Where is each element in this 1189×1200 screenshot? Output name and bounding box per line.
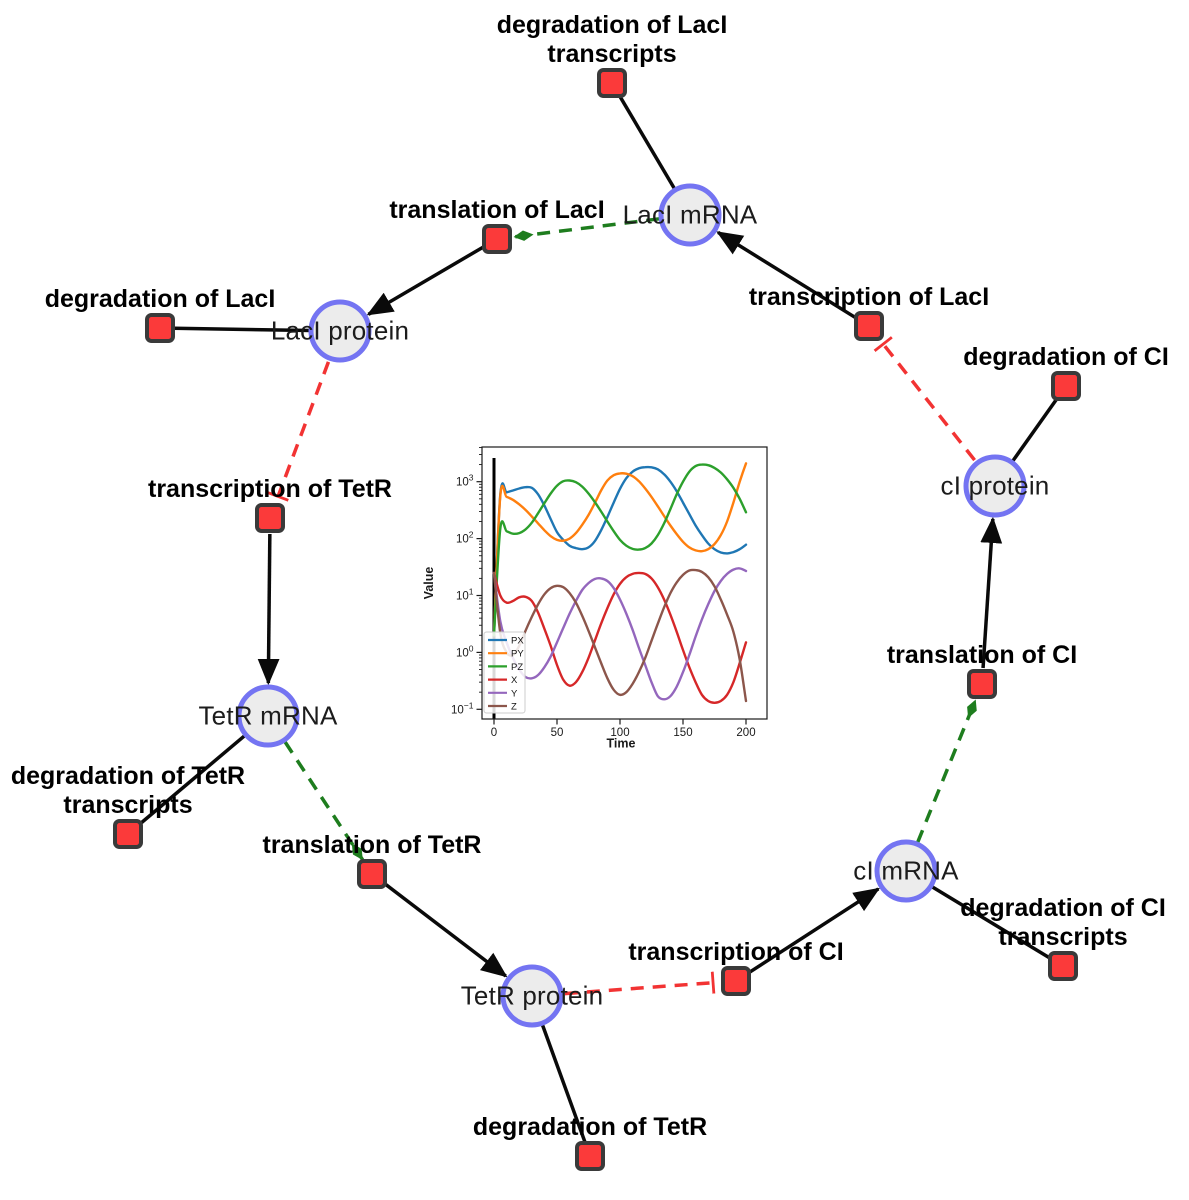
transcription-tetR-label: transcription of TetR bbox=[148, 475, 392, 503]
legend-label-PY: PY bbox=[511, 649, 524, 660]
edge-consumption-tetR-mRNA-to-degradation-tetR-transcripts bbox=[137, 733, 247, 827]
reaction-node-translation-cI[interactable] bbox=[967, 669, 997, 699]
y-tick-label: 103 bbox=[456, 473, 474, 489]
reaction-node-transcription-cI[interactable] bbox=[721, 966, 751, 996]
series-Z-line bbox=[492, 568, 748, 703]
degradation-lacI-transcripts-label: degradation of LacI transcripts bbox=[496, 11, 728, 68]
transcription-lacI-label: transcription of LacI bbox=[748, 283, 990, 311]
degradation-cI-transcripts-label: degradation of CI transcripts bbox=[960, 894, 1166, 951]
reaction-node-translation-lacI[interactable] bbox=[482, 224, 512, 254]
legend-label-PZ: PZ bbox=[511, 662, 523, 673]
x-tick-label: 150 bbox=[673, 727, 692, 739]
tetR-protein-label: TetR protein bbox=[460, 980, 604, 1011]
edge-inhibition-tetR-protein-to-transcription-cI bbox=[564, 971, 716, 996]
axes-spines bbox=[481, 446, 768, 720]
edge-modifier-lacI-mRNA-to-translation-lacI bbox=[513, 217, 660, 241]
x-tick-label: 200 bbox=[736, 727, 755, 739]
edge-consumption-cI-protein-to-degradation-cI bbox=[1010, 396, 1060, 464]
edge-consumption-lacI-protein-to-degradation-lacI bbox=[173, 326, 312, 333]
species-node-tetR-protein[interactable] bbox=[500, 964, 564, 1028]
reaction-node-transcription-tetR[interactable] bbox=[255, 503, 285, 533]
reaction-node-degradation-tetR[interactable] bbox=[575, 1141, 605, 1171]
tetR-mRNA-label: TetR mRNA bbox=[198, 700, 338, 731]
edge-modifier-tetR-mRNA-to-translation-tetR bbox=[283, 740, 365, 861]
translation-lacI-label: translation of LacI bbox=[389, 196, 605, 224]
species-node-lacI-protein[interactable] bbox=[308, 299, 372, 363]
y-axis-label: Value bbox=[422, 567, 436, 600]
y-tick-label: 102 bbox=[456, 530, 474, 546]
series-Y-line bbox=[492, 567, 748, 701]
reaction-node-degradation-lacI[interactable] bbox=[145, 313, 175, 343]
lacI-mRNA-label: LacI mRNA bbox=[622, 199, 758, 230]
series-PZ-line bbox=[492, 463, 748, 637]
edge-production-translation-cI-to-cI-protein bbox=[980, 516, 1003, 669]
edge-production-transcription-tetR-to-tetR-mRNA bbox=[257, 533, 280, 686]
y-tick-label: 101 bbox=[456, 587, 474, 603]
legend-label-Y: Y bbox=[511, 688, 518, 699]
translation-cI-label: translation of CI bbox=[886, 641, 1078, 669]
species-node-cI-protein[interactable] bbox=[963, 454, 1027, 518]
degradation-tetR-label: degradation of TetR bbox=[472, 1113, 708, 1141]
legend-label-X: X bbox=[511, 675, 518, 686]
edge-consumption-cI-mRNA-to-degradation-cI-transcripts bbox=[929, 884, 1052, 961]
x-axis: 0 50 100 150 200 bbox=[491, 719, 756, 739]
legend: PX PY PZ XYZ bbox=[483, 631, 526, 714]
legend-label-PX: PX bbox=[511, 636, 524, 647]
translation-tetR-label: translation of TetR bbox=[262, 831, 482, 859]
edge-inhibition-lacI-protein-to-transcription-tetR bbox=[267, 361, 331, 502]
species-node-lacI-mRNA[interactable] bbox=[658, 183, 722, 247]
reaction-node-degradation-cI[interactable] bbox=[1051, 371, 1081, 401]
x-tick-label: 100 bbox=[610, 727, 629, 739]
degradation-tetR-transcripts-label: degradation of TetR transcripts bbox=[10, 762, 246, 819]
degradation-lacI-label: degradation of LacI bbox=[44, 285, 276, 313]
species-node-cI-mRNA[interactable] bbox=[874, 839, 938, 903]
edge-inhibition-cI-protein-to-transcription-lacI bbox=[873, 336, 976, 462]
x-tick-label: 50 bbox=[551, 727, 564, 739]
edge-production-translation-tetR-to-tetR-protein bbox=[383, 882, 508, 978]
reaction-node-degradation-tetR-transcripts[interactable] bbox=[113, 819, 143, 849]
edge-production-transcription-cI-to-cI-mRNA bbox=[748, 887, 881, 974]
edge-modifier-cI-mRNA-to-translation-cI bbox=[916, 699, 978, 843]
degradation-cI-label: degradation of CI bbox=[963, 343, 1169, 371]
species-node-tetR-mRNA[interactable] bbox=[236, 684, 300, 748]
reaction-node-translation-tetR[interactable] bbox=[357, 859, 387, 889]
y-tick-label: 10−1 bbox=[451, 700, 474, 716]
lacI-protein-label: LacI protein bbox=[270, 315, 410, 346]
x-axis-label: Time bbox=[607, 737, 636, 751]
reaction-node-transcription-lacI[interactable] bbox=[854, 311, 884, 341]
series-PX-line bbox=[492, 465, 748, 637]
reaction-node-degradation-lacI-transcripts[interactable] bbox=[597, 68, 627, 98]
y-axis: 10−1 100 101 102 103 bbox=[451, 446, 482, 716]
edge-production-translation-lacI-to-lacI-protein bbox=[366, 245, 485, 316]
cI-protein-label: cI protein bbox=[940, 470, 1050, 501]
edge-consumption-tetR-protein-to-degradation-tetR bbox=[540, 1022, 587, 1144]
reaction-node-degradation-cI-transcripts[interactable] bbox=[1048, 951, 1078, 981]
y-tick-label: 100 bbox=[456, 643, 474, 659]
cI-mRNA-label: cI mRNA bbox=[853, 855, 959, 886]
edge-consumption-lacI-mRNA-to-degradation-lacI-transcripts bbox=[617, 94, 677, 191]
transcription-cI-label: transcription of CI bbox=[628, 938, 844, 966]
x-tick-label: 0 bbox=[491, 727, 497, 739]
legend-label-Z: Z bbox=[511, 702, 517, 713]
edge-production-transcription-lacI-to-lacI-mRNA bbox=[716, 230, 857, 320]
